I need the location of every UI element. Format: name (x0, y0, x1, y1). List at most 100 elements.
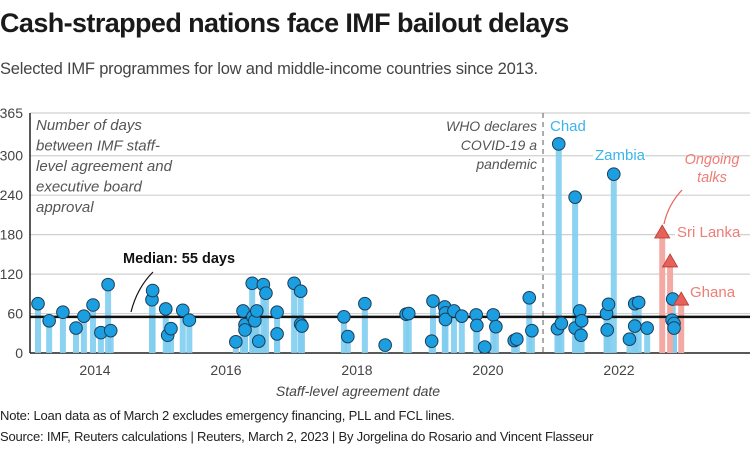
stem-bar (626, 339, 633, 353)
stem-bar (274, 333, 281, 353)
stem-bar (253, 310, 260, 353)
data-point (489, 319, 503, 334)
stem-bar (458, 316, 465, 353)
data-point (622, 332, 637, 346)
stem-bar (344, 336, 351, 353)
ongoing-stem-bar (678, 299, 685, 353)
footnote: Note: Loan data as of March 2 excludes e… (0, 408, 455, 423)
y-tick-label: 180 (0, 227, 23, 243)
data-point (236, 304, 250, 318)
stem-bar (90, 305, 97, 353)
x-tick-label: 2014 (79, 362, 110, 378)
sri-lanka-label: Sri Lanka (677, 224, 741, 241)
y-tick-label: 0 (15, 345, 23, 361)
zambia-label: Zambia (595, 147, 646, 164)
data-point (295, 319, 309, 333)
data-point (229, 335, 243, 349)
data-point (510, 332, 524, 346)
data-point (270, 327, 284, 341)
stem-bar (80, 316, 87, 353)
stem-bar (442, 319, 449, 353)
stem-bar (291, 283, 298, 353)
stem-bar (46, 320, 53, 353)
stem-bar (473, 325, 480, 353)
stem-bar (105, 284, 112, 353)
pandemic-label: COVID-19 a (461, 137, 537, 153)
data-point (401, 306, 416, 321)
data-point (86, 298, 100, 312)
stem-bar (450, 310, 457, 353)
data-point (164, 321, 178, 336)
ongoing-talks-label: talks (697, 170, 727, 186)
data-point (601, 297, 616, 312)
ongoing-point (673, 291, 690, 306)
data-point (424, 334, 439, 348)
data-point (477, 340, 492, 354)
stem-bar (241, 329, 248, 353)
data-point (438, 312, 453, 327)
zambia-label-bg (593, 146, 645, 164)
data-point (470, 318, 484, 333)
data-point (551, 137, 566, 151)
stem-bar (186, 320, 193, 353)
stem-bar (179, 310, 186, 353)
stem-bar (164, 335, 171, 353)
y-tick-label: 240 (0, 187, 23, 203)
stem-bar (610, 174, 617, 353)
data-point (238, 323, 252, 337)
data-point (358, 296, 372, 311)
y-axis-description: between IMF staff- (36, 138, 160, 155)
stem-bar (554, 328, 561, 353)
stem-bar (298, 326, 305, 353)
data-point (101, 277, 115, 292)
ongoing-point (661, 253, 679, 268)
data-point (158, 302, 173, 316)
data-point (69, 321, 83, 335)
data-point (426, 294, 440, 308)
data-point (378, 338, 392, 352)
stem-bar (59, 312, 66, 353)
data-point (103, 323, 118, 338)
stem-bar (572, 328, 579, 353)
data-point (182, 313, 197, 327)
y-axis-description: approval (36, 199, 94, 216)
stem-bar (149, 290, 156, 353)
source-line: Source: IMF, Reuters calculations | Reut… (0, 429, 594, 444)
y-axis-description: executive board (36, 179, 143, 196)
x-tick-label: 2018 (341, 362, 372, 378)
data-point (606, 167, 621, 181)
stem-bar (528, 330, 535, 353)
stem-bar (671, 328, 678, 353)
stem-bar (405, 313, 412, 353)
x-tick-label: 2016 (210, 362, 241, 378)
stem-bar (35, 303, 42, 353)
data-point (486, 308, 501, 322)
x-axis-title: Staff-level agreement date (276, 383, 440, 399)
stem-bar (572, 197, 579, 353)
y-tick-label: 300 (0, 148, 23, 164)
data-point (31, 296, 45, 311)
data-point (667, 321, 681, 335)
y-tick-label: 365 (0, 105, 23, 121)
data-point (574, 313, 589, 328)
stem-bar (429, 301, 436, 353)
ongoing-stem-bar (659, 232, 666, 353)
sri-lanka-label-bg (675, 222, 738, 241)
data-point (145, 283, 160, 298)
data-point (245, 276, 259, 291)
stem-bar (578, 335, 585, 353)
data-point (293, 284, 308, 298)
data-point (56, 305, 70, 320)
ongoing-point (654, 224, 671, 239)
data-point (600, 323, 615, 337)
stem-bar (604, 329, 611, 353)
data-point (627, 319, 642, 333)
data-point (574, 328, 588, 343)
data-point (455, 309, 469, 323)
data-point (640, 321, 654, 335)
data-point (175, 303, 190, 318)
ongoing-talks-label: Ongoing (685, 152, 740, 168)
ongoing-stem-bar (667, 260, 674, 353)
y-axis-description: Number of days (36, 117, 142, 134)
stem-bar (644, 328, 651, 353)
